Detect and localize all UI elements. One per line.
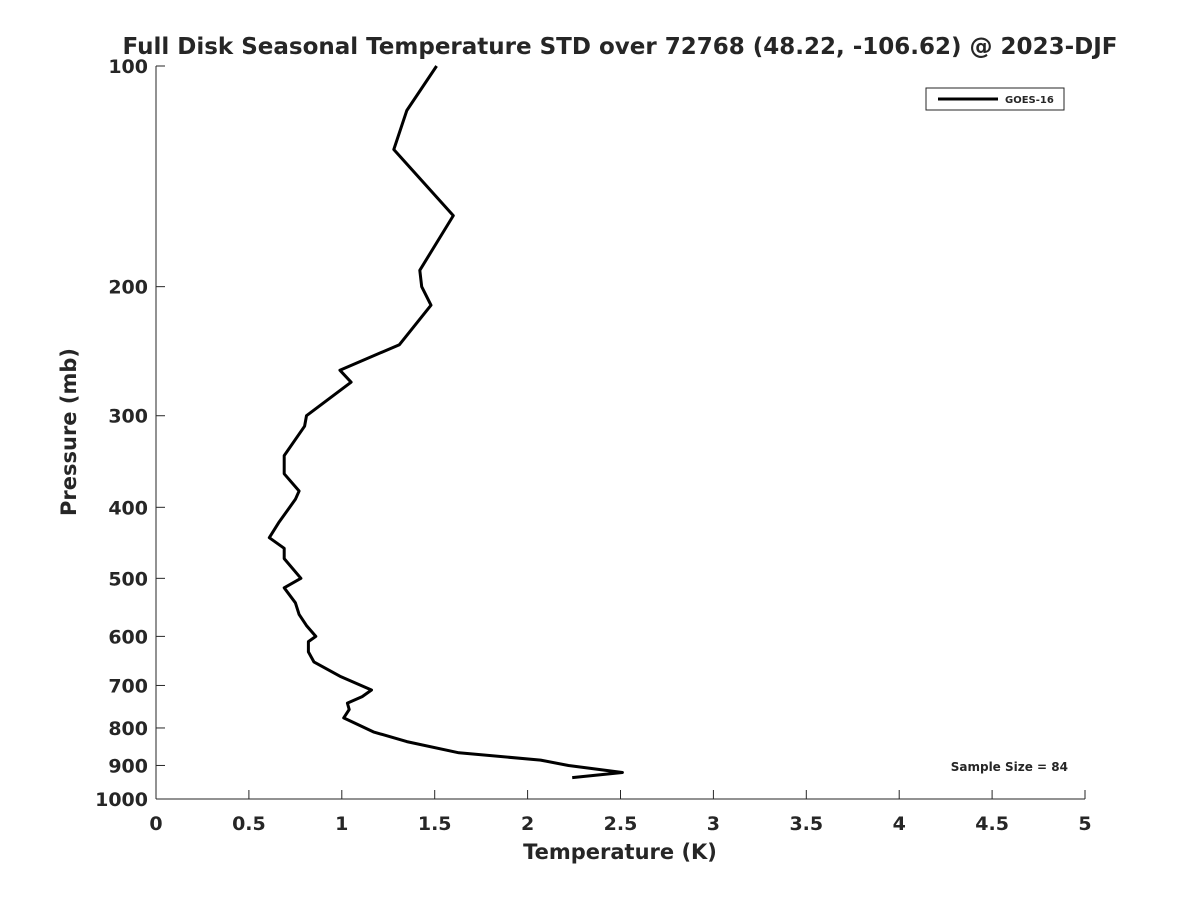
y-tick-label: 700 xyxy=(108,675,148,697)
y-tick-label: 800 xyxy=(108,718,148,740)
x-tick-label: 2 xyxy=(521,813,534,835)
y-tick-label: 100 xyxy=(108,56,148,78)
y-tick-label: 600 xyxy=(108,626,148,648)
x-tick-label: 1.5 xyxy=(418,813,452,835)
x-tick-label: 1 xyxy=(335,813,348,835)
y-axis-ticks: 100 200 300 400 500 600 700 800 900 1000 xyxy=(95,56,165,811)
y-tick-label: 200 xyxy=(108,277,148,299)
x-tick-label: 2.5 xyxy=(604,813,638,835)
x-tick-label: 3.5 xyxy=(789,813,823,835)
x-tick-label: 5 xyxy=(1078,813,1091,835)
series-line-goes-16 xyxy=(267,65,624,780)
sample-size-annotation: Sample Size = 84 xyxy=(951,760,1068,774)
y-tick-label: 900 xyxy=(108,755,148,777)
x-tick-label: 3 xyxy=(707,813,720,835)
x-axis-label: Temperature (K) xyxy=(523,840,717,864)
x-axis-ticks: 0 0.5 1 1.5 2 2.5 3 3.5 4 4.5 5 xyxy=(149,790,1092,835)
y-tick-label: 300 xyxy=(108,406,148,428)
x-tick-label: 0.5 xyxy=(232,813,266,835)
chart-title: Full Disk Seasonal Temperature STD over … xyxy=(123,34,1118,60)
x-tick-label: 4 xyxy=(893,813,906,835)
legend: GOES-16 xyxy=(925,87,1065,111)
x-tick-label: 4.5 xyxy=(975,813,1009,835)
y-tick-label: 400 xyxy=(108,497,148,519)
y-tick-label: 500 xyxy=(108,568,148,590)
x-tick-label: 0 xyxy=(149,813,162,835)
legend-label: GOES-16 xyxy=(1005,95,1054,106)
y-axis-label: Pressure (mb) xyxy=(57,348,81,516)
y-tick-label: 1000 xyxy=(95,789,148,811)
